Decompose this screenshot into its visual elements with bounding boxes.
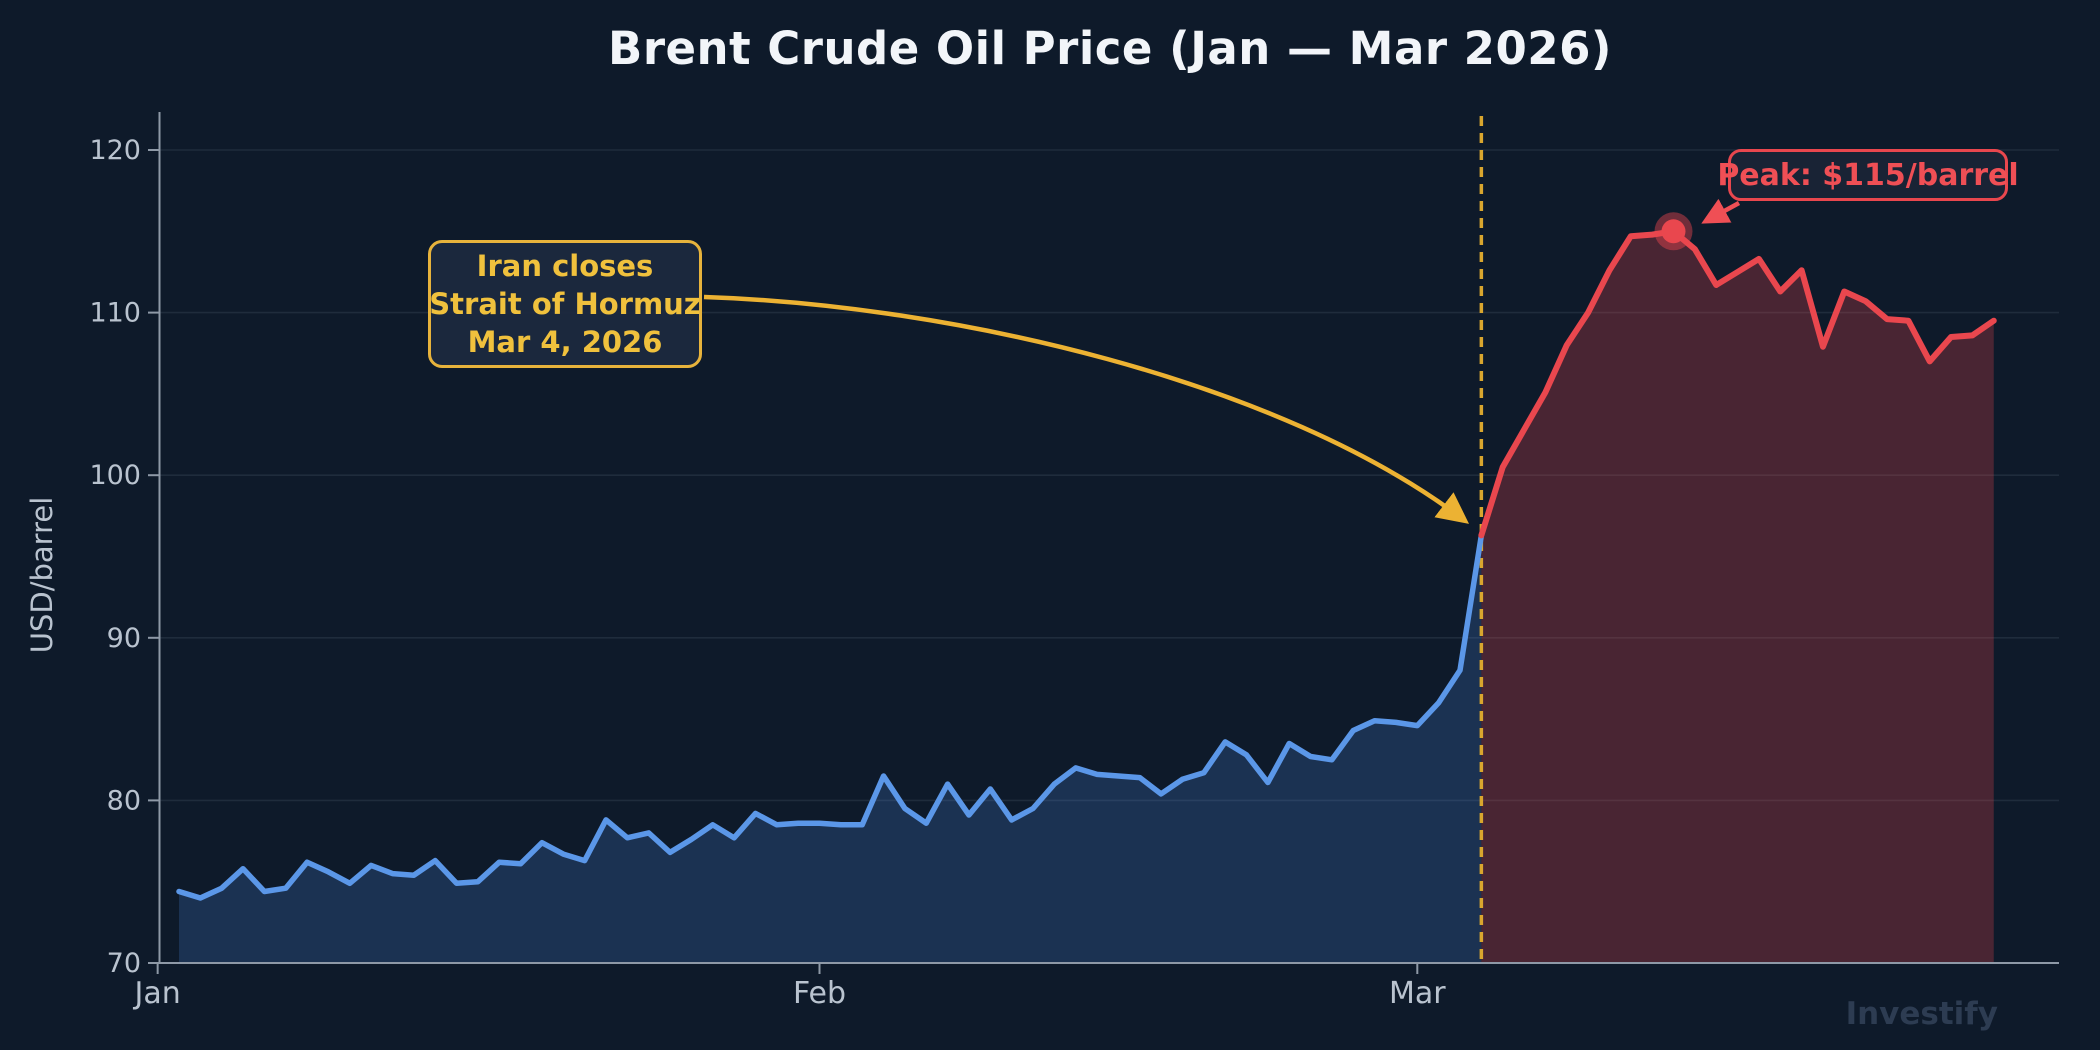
peak-dot	[1661, 219, 1686, 244]
event-arrow	[703, 294, 1470, 524]
y-tick-label: 70	[107, 948, 141, 979]
y-tick-label: 80	[107, 785, 141, 816]
y-tick-label: 90	[107, 623, 141, 654]
event-annotation-date: Mar 4, 2026	[467, 325, 663, 359]
post-event-price-line	[1478, 228, 1997, 539]
y-tick-label: 120	[89, 135, 141, 166]
peak-annotation-label: Peak: $115/barrel	[1717, 157, 2019, 193]
event-annotation-box: Iran closes Strait of Hormuz Mar 4, 2026	[428, 240, 702, 368]
chart-title: Brent Crude Oil Price (Jan — Mar 2026)	[608, 22, 1612, 75]
pre-event-area	[179, 535, 1482, 962]
peak-arrow	[1701, 198, 1741, 224]
x-tick-label: Feb	[793, 976, 846, 1011]
brand-watermark: Investify	[1845, 996, 1998, 1032]
x-tick-label: Mar	[1389, 976, 1446, 1011]
event-annotation-line1: Iran closes	[476, 249, 654, 283]
x-tick-label: Jan	[133, 976, 181, 1011]
y-tick-label: 110	[89, 298, 141, 329]
event-annotation-line2: Strait of Hormuz	[429, 287, 701, 321]
y-tick-label: 100	[89, 460, 141, 491]
pre-event-price-line	[176, 532, 1485, 901]
post-event-area	[1481, 231, 1994, 963]
peak-annotation-box: Peak: $115/barrel	[1717, 149, 2019, 201]
y-axis-title: USD/barrel	[25, 497, 59, 654]
